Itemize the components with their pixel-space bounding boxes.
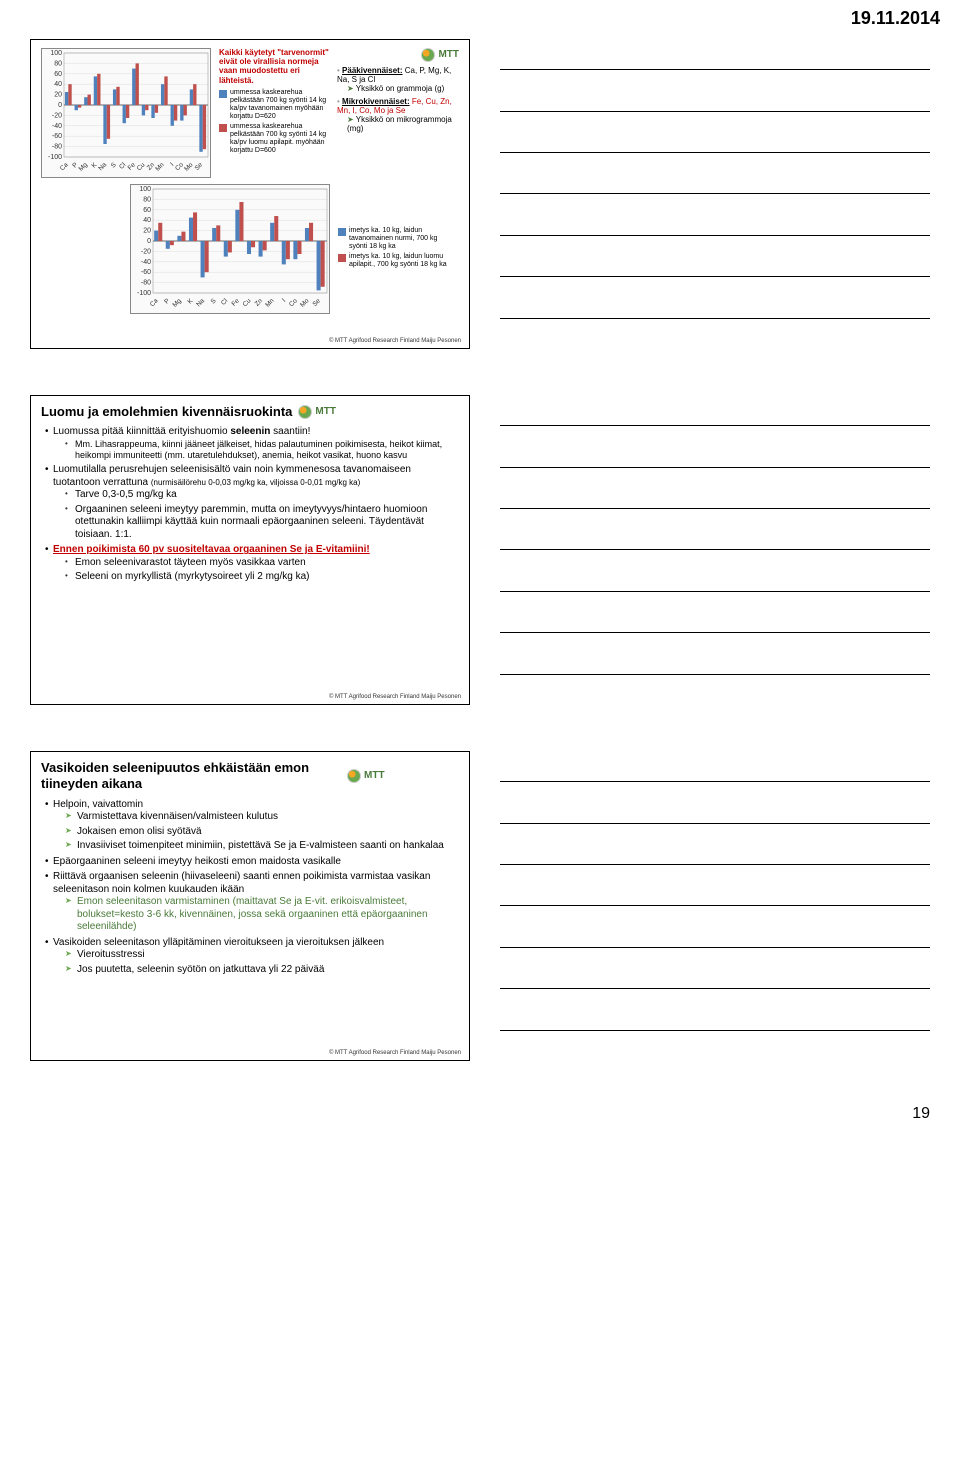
svg-text:-100: -100 [137, 290, 151, 297]
svg-text:-80: -80 [141, 280, 151, 287]
svg-text:-60: -60 [141, 269, 151, 276]
s3-b2: Epäorgaaninen seleeni imeytyy heikosti e… [45, 856, 459, 869]
svg-text:K: K [186, 297, 194, 305]
notes-3 [500, 751, 930, 1061]
svg-text:20: 20 [54, 92, 62, 99]
page-date: 19.11.2014 [0, 0, 960, 33]
svg-text:-20: -20 [141, 248, 151, 255]
notes-1 [500, 39, 930, 349]
slide-footer: © MTT Agrifood Research Finland Maiju Pe… [329, 338, 461, 346]
svg-text:Mn: Mn [154, 161, 166, 173]
svg-text:100: 100 [139, 186, 151, 193]
svg-text:100: 100 [50, 50, 62, 57]
mtt-logo: MTT [347, 769, 385, 783]
slide-2: Luomu ja emolehmien kivennäisruokinta MT… [30, 395, 470, 705]
svg-text:40: 40 [54, 81, 62, 88]
s2-b2-s2: Orgaaninen seleeni imeytyy paremmin, mut… [65, 504, 459, 542]
svg-text:20: 20 [143, 228, 151, 235]
s3-b3: Riittävä orgaanisen seleenin (hiivaselee… [45, 871, 459, 934]
svg-text:Ca: Ca [149, 297, 160, 308]
svg-text:Co: Co [288, 297, 299, 308]
svg-text:Mg: Mg [171, 297, 183, 309]
svg-text:P: P [163, 297, 171, 305]
notes-2 [500, 395, 930, 705]
legend1-b: ummessa kaskearehua pelkästään 700 kg sy… [230, 123, 329, 155]
s3-b1-a3: Invasiiviset toimenpiteet minimiin, pist… [65, 840, 459, 853]
svg-text:Fe: Fe [231, 297, 242, 308]
mineral-bullets: • Pääkivennäiset: Ca, P, Mg, K, Na, S ja… [337, 66, 459, 133]
svg-text:Ca: Ca [59, 161, 70, 172]
s3-b1-a1: Varmistettava kivennäisen/valmisteen kul… [65, 811, 459, 824]
svg-text:Cl: Cl [220, 297, 230, 307]
svg-text:I: I [281, 297, 287, 303]
slide-row-1: -100-80-60-40-20020406080100CaPMgKNaSClF… [0, 33, 960, 389]
legend2-b: imetys ka. 10 kg, laidun luomu apilapit.… [349, 253, 448, 269]
svg-text:S: S [210, 297, 218, 305]
svg-text:Se: Se [311, 297, 322, 308]
page-number: 19 [0, 1101, 960, 1133]
svg-text:40: 40 [143, 217, 151, 224]
svg-text:-80: -80 [52, 144, 62, 151]
s2-bullet-3: Ennen poikimista 60 pv suositeltavaa org… [45, 544, 459, 584]
s2-b2-s1: Tarve 0,3-0,5 mg/kg ka [65, 489, 459, 502]
svg-text:Zn: Zn [254, 297, 265, 308]
chart-note: Kaikki käytetyt "tarvenormit" eivät ole … [219, 48, 329, 85]
svg-text:-40: -40 [52, 123, 62, 130]
svg-text:0: 0 [147, 238, 151, 245]
s2-bullet-2: Luomutilalla perusrehujen seleenisisältö… [45, 464, 459, 541]
mtt-logo: MTT [421, 48, 459, 62]
svg-text:-40: -40 [141, 259, 151, 266]
svg-text:S: S [110, 161, 118, 169]
slide-row-2: Luomu ja emolehmien kivennäisruokinta MT… [0, 389, 960, 745]
svg-text:Na: Na [195, 297, 206, 308]
slide-footer: © MTT Agrifood Research Finland Maiju Pe… [329, 1050, 461, 1058]
svg-text:0: 0 [58, 102, 62, 109]
s3-b3-a1: Emon seleenitason varmistaminen (maittav… [65, 896, 459, 934]
slide-row-3: Vasikoiden seleenipuutos ehkäistään emon… [0, 745, 960, 1101]
s3-b4: Vasikoiden seleenitason ylläpitäminen vi… [45, 937, 459, 977]
s3-b1: Helpoin, vaivattomin Varmistettava kiven… [45, 799, 459, 853]
mtt-logo: MTT [298, 405, 336, 419]
s2-b1-sub: Mm. Lihasrappeuma, kiinni jääneet jälkei… [65, 439, 459, 462]
svg-text:60: 60 [143, 207, 151, 214]
s3-b4-a1: Vieroitusstressi [65, 949, 459, 962]
slide3-title: Vasikoiden seleenipuutos ehkäistään emon… [41, 760, 341, 793]
legend2-a: imetys ka. 10 kg, laidun tavanomainen nu… [349, 227, 448, 251]
svg-text:60: 60 [54, 71, 62, 78]
slide-footer: © MTT Agrifood Research Finland Maiju Pe… [329, 694, 461, 702]
s2-b3-s2: Seleeni on myrkyllistä (myrkytysoireet y… [65, 571, 459, 584]
svg-text:Na: Na [97, 161, 108, 172]
s3-b1-a2: Jokaisen emon olisi syötävä [65, 826, 459, 839]
chart2-legend: imetys ka. 10 kg, laidun tavanomainen nu… [338, 227, 448, 271]
svg-text:Mg: Mg [78, 161, 90, 173]
svg-text:80: 80 [54, 60, 62, 67]
legend1-a: ummessa kaskearehua pelkästään 700 kg sy… [230, 89, 329, 121]
svg-text:Mn: Mn [264, 297, 276, 309]
svg-text:-60: -60 [52, 133, 62, 140]
svg-text:Cu: Cu [242, 297, 253, 308]
svg-text:Mo: Mo [299, 297, 311, 309]
s2-bullet-1: Luomussa pitää kiinnittää erityishuomio … [45, 426, 459, 461]
svg-text:-100: -100 [48, 154, 62, 161]
slide-1: -100-80-60-40-20020406080100CaPMgKNaSClF… [30, 39, 470, 349]
slide-3: Vasikoiden seleenipuutos ehkäistään emon… [30, 751, 470, 1061]
svg-text:-20: -20 [52, 112, 62, 119]
s2-b3-s1: Emon seleenivarastot täyteen myös vasikk… [65, 557, 459, 570]
chart-1: -100-80-60-40-20020406080100CaPMgKNaSClF… [41, 48, 211, 178]
svg-text:80: 80 [143, 196, 151, 203]
slide2-title: Luomu ja emolehmien kivennäisruokinta [41, 404, 292, 420]
s3-b4-a2: Jos puutetta, seleenin syötön on jatkutt… [65, 964, 459, 977]
svg-text:Se: Se [194, 161, 205, 172]
chart1-legend: ummessa kaskearehua pelkästään 700 kg sy… [219, 89, 329, 155]
chart-2: -100 -80 -60 -40 -20 0 20 40 60 80 100 CaPMgKNa SClF… [130, 184, 330, 314]
